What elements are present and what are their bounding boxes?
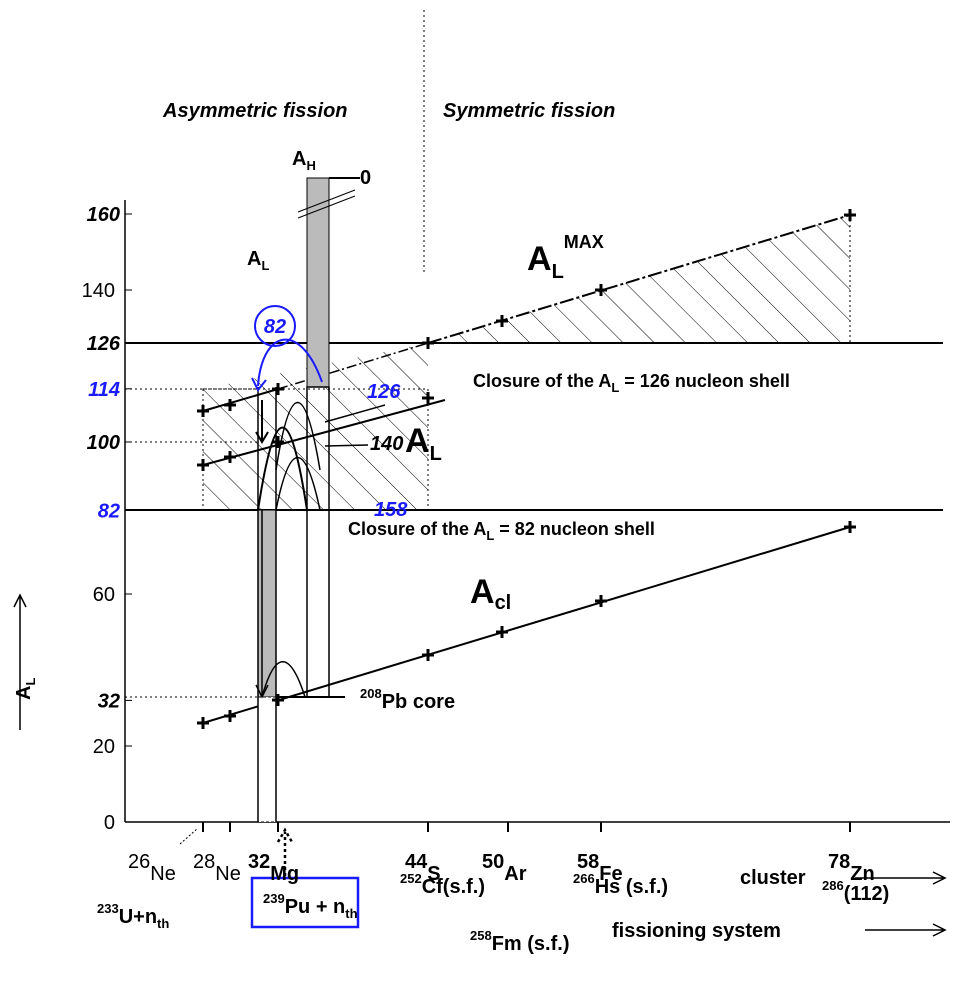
- bell: [257, 426, 308, 511]
- cluster-label: 28Ne: [193, 851, 241, 885]
- closure-126: Closure of the AL = 126 nucleon shell: [473, 371, 790, 395]
- acl-line: [202, 526, 851, 724]
- break: [297, 195, 356, 219]
- marker: [224, 710, 236, 722]
- marker: [496, 315, 508, 327]
- cluster-label: 50Ar: [482, 851, 527, 885]
- y-axis-label: AL: [13, 678, 38, 700]
- al-middle: [202, 399, 446, 466]
- cluster-label: 32Mg: [248, 851, 299, 885]
- bell: [261, 661, 306, 698]
- marker: [595, 595, 607, 607]
- marker: [496, 626, 508, 638]
- system-label: fissioning system: [612, 920, 781, 942]
- y-level-label: 160: [87, 204, 120, 226]
- al-ladder: [257, 696, 277, 823]
- y-tick-label: 20: [93, 736, 115, 758]
- cluster-label: 58Fe: [577, 851, 623, 885]
- arrow: [865, 923, 947, 937]
- marker: [844, 521, 856, 533]
- marker: [422, 392, 434, 404]
- y-tick-label: 0: [104, 812, 115, 834]
- marker: [197, 717, 209, 729]
- cluster-label: 78Zn: [828, 851, 875, 885]
- y-level-label: 126: [87, 333, 121, 355]
- ah-label: AH: [292, 148, 316, 173]
- acl-label: Acl: [470, 573, 511, 614]
- arrow: [255, 510, 269, 699]
- marker: [844, 209, 856, 221]
- arrow: [255, 400, 269, 444]
- arrow: [855, 871, 947, 885]
- system-label: 286(112): [822, 878, 889, 905]
- marker: [272, 383, 284, 395]
- marker: [197, 459, 209, 471]
- marker: [595, 284, 607, 296]
- system-label: 233U+nth: [97, 901, 169, 931]
- n126: 126: [367, 381, 401, 403]
- header-right: Symmetric fission: [443, 100, 615, 122]
- y-level-label: 100: [87, 432, 120, 454]
- core-label: 208Pb core: [360, 686, 455, 713]
- y-tick-label: 140: [82, 280, 115, 302]
- break: [297, 189, 356, 213]
- y-level-label: 82: [98, 500, 120, 522]
- marker: [272, 694, 284, 706]
- n140: 140: [370, 433, 403, 455]
- bell: [275, 457, 321, 511]
- leader: [324, 404, 386, 423]
- closure-82: Closure of the AL = 82 nucleon shell: [348, 519, 655, 543]
- hatch-lower: [203, 343, 428, 510]
- system-label: 258Fm (s.f.): [470, 928, 569, 955]
- n158: 158: [374, 499, 408, 521]
- cluster-label: 26Ne: [128, 851, 176, 885]
- marker: [197, 405, 209, 417]
- almax-label: ALMAX: [527, 232, 604, 283]
- circle: [254, 305, 296, 347]
- leader: [324, 444, 369, 447]
- al-upper: [202, 388, 279, 412]
- blue-arrowhead: [251, 377, 267, 392]
- arrow: [276, 827, 294, 876]
- system-label: 266Hs (s.f.): [573, 871, 668, 898]
- cluster-label: 44S: [405, 851, 441, 885]
- blue-arc: [257, 338, 323, 387]
- y-level-label: 114: [88, 379, 120, 401]
- arrow: [13, 593, 27, 730]
- y-level-label: 32: [98, 690, 120, 712]
- system-label: 252Cf(s.f.): [400, 871, 485, 898]
- al-label: AL: [247, 248, 269, 273]
- arrow: [179, 827, 199, 845]
- marker: [224, 451, 236, 463]
- header-left: Asymmetric fission: [162, 100, 348, 122]
- dotted-box: [202, 388, 429, 511]
- marker: [272, 436, 284, 448]
- cluster-label: cluster: [740, 867, 806, 889]
- system-label: 239Pu + nth: [263, 891, 358, 921]
- marker: [422, 649, 434, 661]
- al-upper-dash: [277, 342, 429, 390]
- highlight-box: [250, 876, 360, 929]
- al-big: AL: [405, 422, 442, 465]
- circle-label: 82: [264, 316, 286, 338]
- ah-bar: [306, 177, 330, 388]
- marker: [224, 399, 236, 411]
- marker: [422, 337, 434, 349]
- zero-label: 0: [360, 167, 371, 189]
- y-tick-label: 60: [93, 584, 115, 606]
